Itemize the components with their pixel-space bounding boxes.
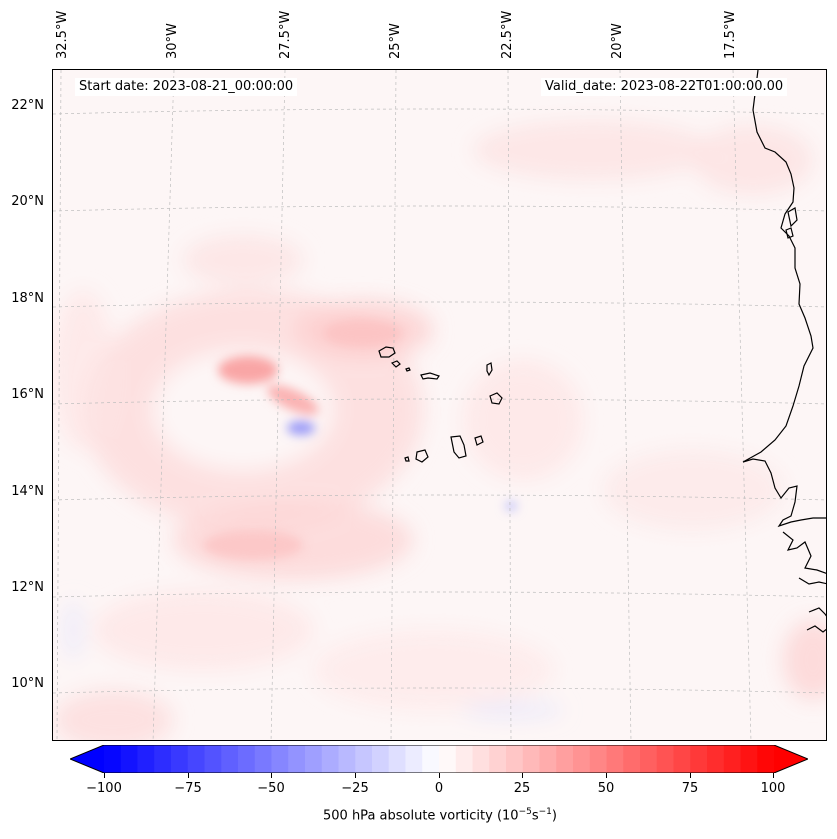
lon-label-22-5w: 22.5°W	[500, 10, 515, 59]
colorbar-tick-mark	[690, 773, 691, 778]
vorticity-field	[53, 120, 826, 740]
island-brava	[404, 456, 410, 462]
colorbar-swatch	[355, 745, 373, 773]
colorbar-swatch	[187, 745, 206, 773]
african-coastline	[742, 70, 826, 633]
colorbar-tick-mark	[522, 773, 523, 778]
island-sal	[486, 362, 493, 377]
colorbar-tick-label: −50	[257, 781, 285, 796]
colorbar-tick-label: −75	[174, 781, 202, 796]
colorbar-swatch	[539, 745, 557, 773]
colorbar-tick-label: 25	[513, 781, 531, 796]
colorbar-tick-label: 100	[760, 781, 786, 796]
colorbar-swatch	[171, 745, 189, 773]
lat-label-16n: 16°N	[11, 387, 44, 402]
lat-label-10n: 10°N	[11, 676, 44, 691]
colorbar-swatch	[388, 745, 407, 773]
lon-label-25w: 25°W	[388, 23, 403, 59]
colorbar-swatch	[221, 745, 239, 773]
colorbar-swatch	[338, 745, 356, 773]
colorbar-swatch	[238, 745, 256, 773]
colorbar-swatches	[68, 744, 810, 774]
lat-label-22n: 22°N	[11, 98, 44, 113]
colorbar-swatch	[422, 745, 440, 773]
vorticity-map: Start date: 2023-08-21_00:00:00 Valid_da…	[52, 69, 827, 741]
island-santiago	[450, 435, 467, 459]
colorbar-swatch	[120, 745, 139, 773]
colorbar-tick-label: −25	[341, 781, 369, 796]
colorbar-swatch	[321, 745, 340, 773]
start-date-label: Start date: 2023-08-21_00:00:00	[75, 78, 298, 96]
colorbar-tick-mark	[355, 773, 356, 778]
island-boa-vista	[489, 392, 503, 405]
lon-label-20w: 20°W	[610, 23, 625, 59]
island-santa-luzia	[405, 367, 411, 372]
lon-label-30w: 30°W	[165, 23, 180, 59]
colorbar-tick-mark	[606, 773, 607, 778]
colorbar-swatch	[455, 745, 474, 773]
colorbar-swatch	[472, 745, 490, 773]
valid-date-label: Valid_date: 2023-08-22T01:00:00.00	[541, 78, 788, 96]
island-sao-vicente	[390, 360, 401, 368]
island-maio	[474, 435, 484, 446]
colorbar-tick-label: 0	[434, 781, 444, 796]
colorbar-tick-label: −100	[86, 781, 122, 796]
colorbar	[68, 744, 810, 774]
lat-label-12n: 12°N	[11, 580, 44, 595]
colorbar-swatch	[271, 745, 289, 773]
lat-label-14n: 14°N	[11, 484, 44, 499]
island-sao-nicolau	[420, 372, 440, 380]
colorbar-swatch	[254, 745, 273, 773]
colorbar-swatch	[522, 745, 541, 773]
colorbar-extend-max	[774, 745, 808, 773]
colorbar-swatch	[288, 745, 306, 773]
colorbar-swatch	[757, 745, 775, 773]
colorbar-swatch	[606, 745, 624, 773]
colorbar-tick-label: 75	[681, 781, 699, 796]
colorbar-swatch	[640, 745, 658, 773]
colorbar-swatch	[305, 745, 323, 773]
lon-label-32-5w: 32.5°W	[55, 10, 70, 59]
map-canvas	[53, 70, 826, 740]
colorbar-swatch	[489, 745, 507, 773]
colorbar-swatch	[723, 745, 742, 773]
colorbar-swatch	[656, 745, 675, 773]
colorbar-swatch	[439, 745, 457, 773]
colorbar-swatch	[556, 745, 574, 773]
colorbar-swatch	[573, 745, 591, 773]
colorbar-extend-min	[70, 745, 104, 773]
colorbar-swatch	[104, 745, 122, 773]
colorbar-swatch	[405, 745, 423, 773]
lat-label-20n: 20°N	[11, 194, 44, 209]
colorbar-tick-mark	[104, 773, 105, 778]
colorbar-swatch	[137, 745, 155, 773]
colorbar-swatch	[589, 745, 608, 773]
colorbar-tick-mark	[188, 773, 189, 778]
island-santo-antao	[378, 346, 396, 358]
colorbar-swatch	[740, 745, 758, 773]
colorbar-swatch	[673, 745, 691, 773]
colorbar-swatch	[204, 745, 222, 773]
lat-label-18n: 18°N	[11, 291, 44, 306]
colorbar-tick-label: 50	[597, 781, 615, 796]
colorbar-swatch	[623, 745, 641, 773]
graticule	[53, 70, 826, 740]
colorbar-swatch	[707, 745, 725, 773]
colorbar-swatch	[154, 745, 172, 773]
colorbar-tick-mark	[773, 773, 774, 778]
colorbar-swatch	[372, 745, 390, 773]
colorbar-tick-mark	[271, 773, 272, 778]
island-fogo	[415, 449, 429, 463]
colorbar-tick-mark	[439, 773, 440, 778]
lon-label-27-5w: 27.5°W	[278, 10, 293, 59]
cape-verde-islands	[378, 346, 503, 463]
lon-label-17-5w: 17.5°W	[723, 10, 738, 59]
colorbar-label: 500 hPa absolute vorticity (10−5s−1)	[323, 807, 557, 824]
colorbar-swatch	[690, 745, 708, 773]
colorbar-swatch	[506, 745, 524, 773]
